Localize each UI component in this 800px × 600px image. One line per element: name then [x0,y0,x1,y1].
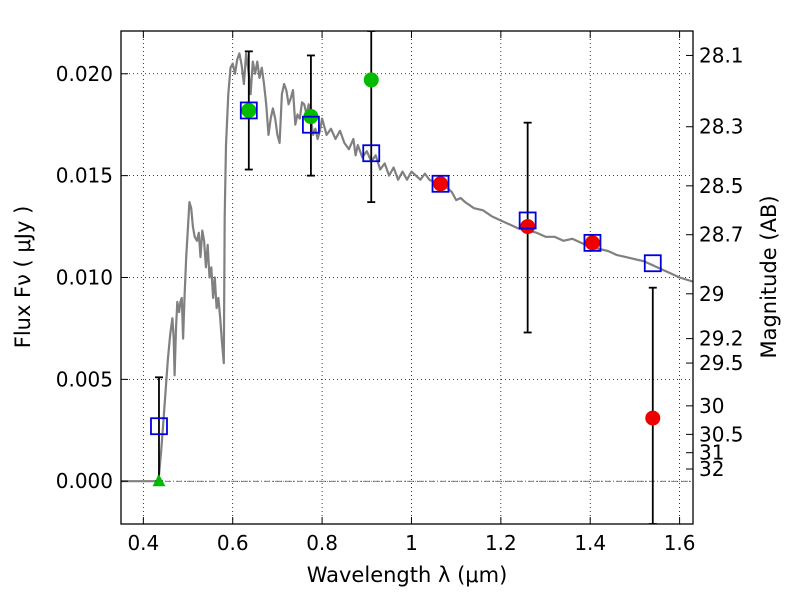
x-tick-label: 1.2 [485,531,517,555]
marginal-point [433,176,449,192]
x-tick-label: 1.4 [574,531,606,555]
y-tick-label: 0.020 [56,62,113,86]
model-photometry-square [643,254,662,273]
model-photometry-square [150,417,168,436]
magnitude-tick-label: 28.3 [699,115,744,139]
magnitude-tick-label: 32 [699,457,724,481]
x-tick-label: 1.6 [664,531,696,555]
y-tick-label: 0.000 [56,469,113,493]
marginal-point [645,410,661,426]
model-photometry-square [431,174,450,193]
x-tick-label: 0.8 [306,531,338,555]
detection-point [363,72,379,88]
magnitude-tick-label: 30.5 [699,422,744,446]
model-photometry-square [362,144,381,163]
y-tick-label: 0.010 [56,266,113,290]
data-points [150,72,662,487]
marginal-point [584,235,600,251]
magnitude-tick-label: 29.2 [699,327,744,351]
grid [121,31,693,524]
y-axis-left: 0.000 0.005 0.010 0.015 0.020 [56,62,128,493]
model-photometry-square [583,233,602,252]
magnitude-tick-label: 29.5 [699,351,744,375]
y-tick-label: 0.005 [56,367,113,391]
x-tick-label: 1 [405,531,418,555]
x-tick-label: 0.4 [127,531,159,555]
plot-frame [120,30,694,525]
model-photometry-square [239,101,258,120]
detection-point [241,102,257,118]
y-axis-label-left: Flux Fν ( μJy ) [11,206,35,349]
magnitude-tick-label: 28.5 [699,174,744,198]
y-tick-label: 0.015 [56,164,113,188]
upper-limit-marker [152,474,166,487]
model-photometry-square [302,115,320,134]
magnitude-tick-label: 30 [699,394,724,418]
magnitude-tick-label: 28.7 [699,223,744,247]
marginal-point [520,219,536,235]
magnitude-tick-label: 29 [699,282,724,306]
y-axis-label-right: Magnitude (AB) [757,195,781,358]
magnitude-tick-label: 28.1 [699,43,744,67]
sed-model-curve-layer [121,52,693,483]
x-axis-label: Wavelength λ (μm) [307,563,508,587]
model-photometry-square [518,211,537,230]
x-tick-label: 0.6 [217,531,249,555]
x-axis: 0.4 0.6 0.8 1 1.2 1.4 1.6 [127,31,696,555]
sed-model-line [121,52,693,483]
magnitude-tick-label: 31 [699,441,724,465]
